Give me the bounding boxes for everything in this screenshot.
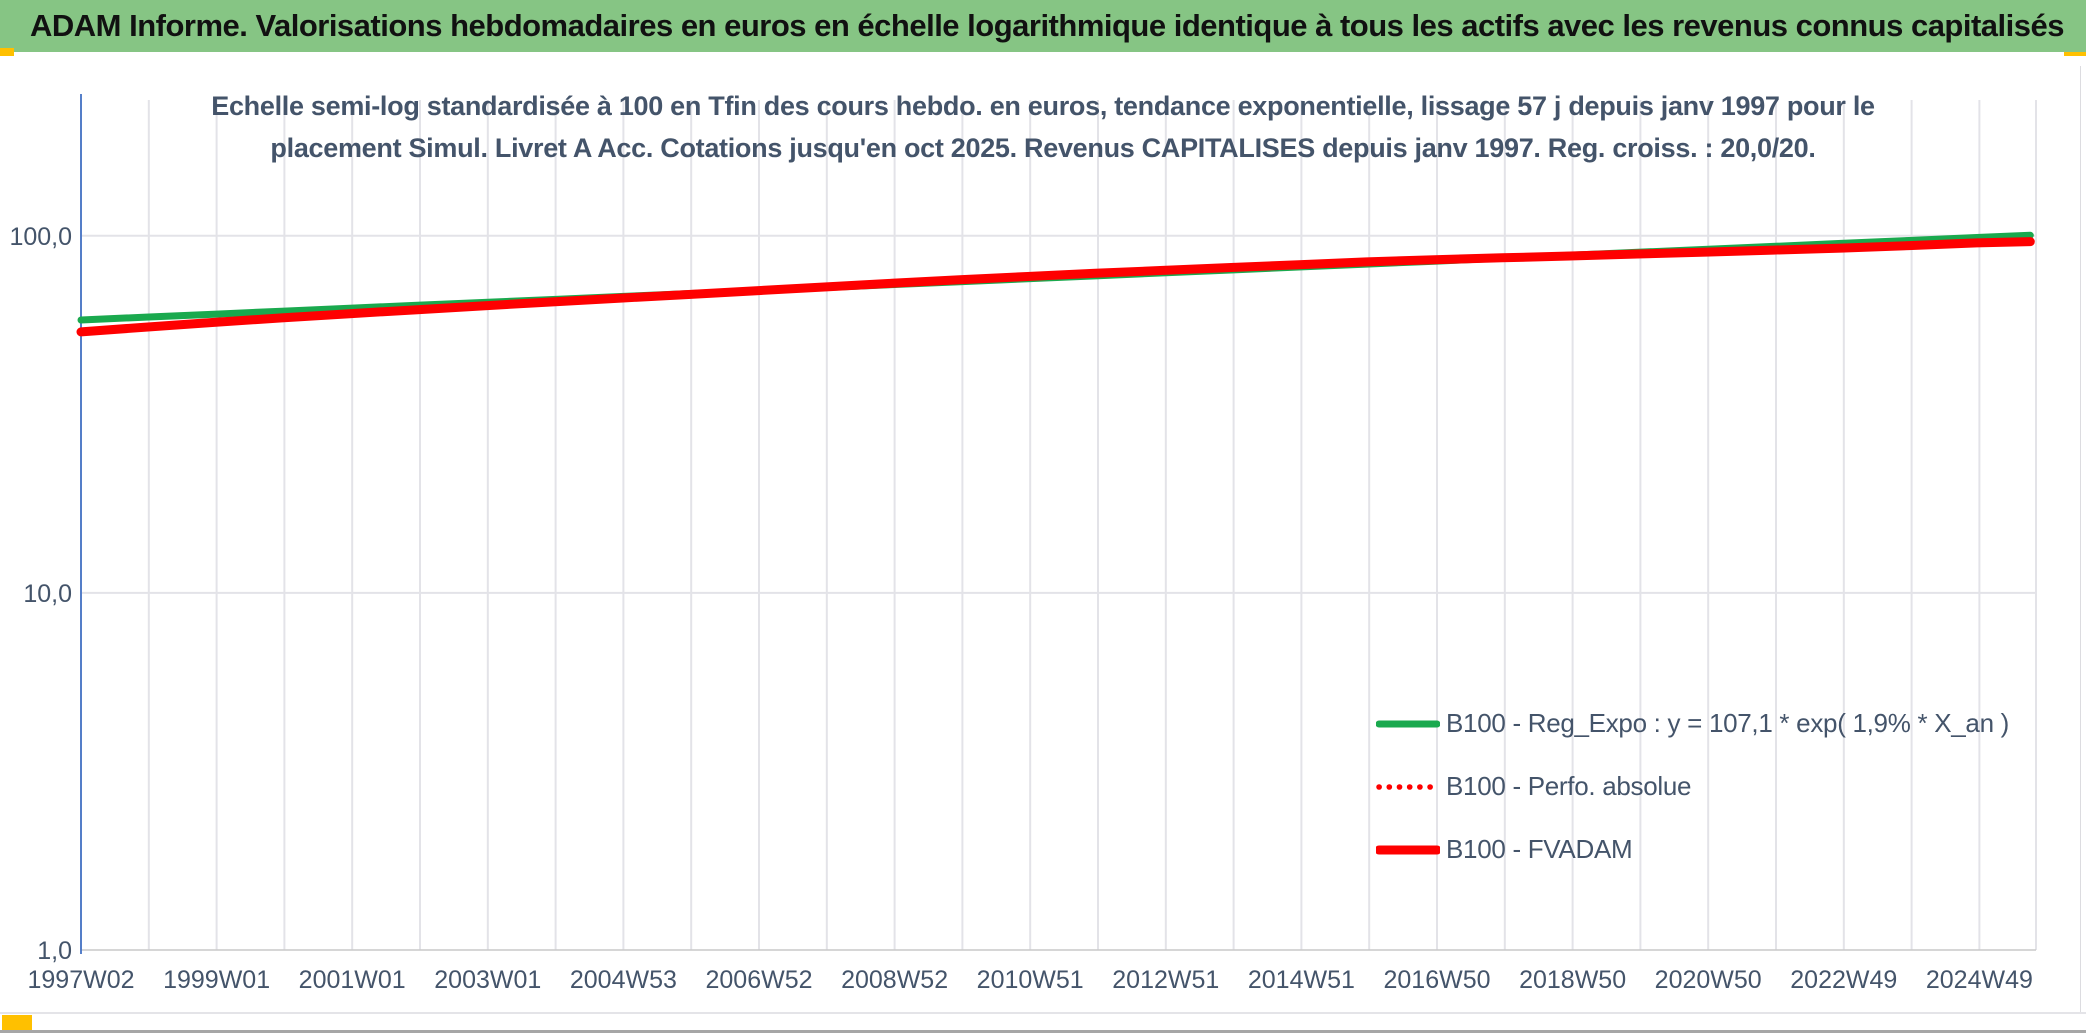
x-tick-label: 2001W01 xyxy=(299,966,406,994)
header-title: ADAM Informe. Valorisations hebdomadaire… xyxy=(30,8,2065,43)
series-line-2 xyxy=(76,237,2035,337)
legend-swatch xyxy=(1376,783,1440,790)
legend-item-1: B100 - Perfo. absolue xyxy=(1376,755,2009,818)
x-tick-label: 2022W49 xyxy=(1790,966,1897,994)
x-tick-label: 2016W50 xyxy=(1383,966,1490,994)
bottom-divider xyxy=(0,1012,2086,1014)
x-tick-label: 2018W50 xyxy=(1519,966,1626,994)
x-tick-label: 2014W51 xyxy=(1248,966,1355,994)
x-tick-label: 2004W53 xyxy=(570,966,677,994)
x-tick-label: 2006W52 xyxy=(705,966,812,994)
x-tick-label: 2024W49 xyxy=(1926,966,2033,994)
x-tick-label: 2003W01 xyxy=(434,966,541,994)
legend-label: B100 - FVADAM xyxy=(1446,834,1633,864)
y-tick-label: 1,0 xyxy=(37,937,72,965)
x-tick-label: 1999W01 xyxy=(163,966,270,994)
vertical-gridlines xyxy=(80,100,1981,950)
legend-item-0: B100 - Reg_Expo : y = 107,1 * exp( 1,9% … xyxy=(1376,692,2009,755)
chart-title-line1: Echelle semi-log standardisée à 100 en T… xyxy=(211,91,1875,121)
legend-label: B100 - Reg_Expo : y = 107,1 * exp( 1,9% … xyxy=(1446,708,2010,738)
x-tick-label: 2020W50 xyxy=(1655,966,1762,994)
legend-item-2: B100 - FVADAM xyxy=(1376,818,2009,881)
chart-title: Echelle semi-log standardisée à 100 en T… xyxy=(0,86,2086,170)
y-tick-label: 10,0 xyxy=(23,580,72,608)
horizontal-gridlines xyxy=(81,234,2036,594)
x-tick-label: 2008W52 xyxy=(841,966,948,994)
legend-label: B100 - Perfo. absolue xyxy=(1446,771,1692,801)
x-axis-labels: 1997W02 1999W01 2001W01 2003W01 2004W53 2006W… xyxy=(27,966,2032,994)
right-border xyxy=(2080,66,2081,1012)
header-bar: ADAM Informe. Valorisations hebdomadaire… xyxy=(0,0,2086,52)
chart-title-line2: placement Simul. Livret A Acc. Cotations… xyxy=(270,132,1816,163)
gold-corner-bottom-left xyxy=(2,1015,32,1031)
legend: B100 - Reg_Expo : y = 107,1 * exp( 1,9% … xyxy=(1376,692,2009,881)
chart-area: Echelle semi-log standardisée à 100 en T… xyxy=(0,56,2086,1012)
legend-swatch xyxy=(1376,845,1440,854)
bottom-border xyxy=(0,1030,2086,1033)
legend-swatch xyxy=(1376,720,1440,727)
y-axis-labels: 100,0 10,0 1,0 xyxy=(9,223,72,965)
y-tick-label: 100,0 xyxy=(9,223,72,251)
x-tick-label: 1997W02 xyxy=(27,966,134,994)
x-tick-label: 2012W51 xyxy=(1112,966,1219,994)
x-tick-label: 2010W51 xyxy=(977,966,1084,994)
